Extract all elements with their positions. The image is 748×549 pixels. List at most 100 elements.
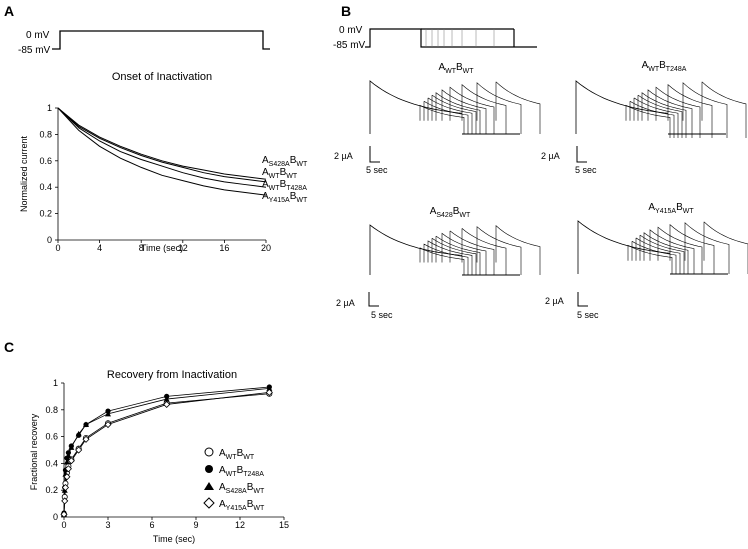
current-trace-test-pulse <box>435 92 481 134</box>
chart-a-xtick-label: 4 <box>97 243 102 253</box>
trace-title: AS428BWT <box>430 206 471 219</box>
trace-title: AWTBWT <box>438 62 474 75</box>
chart-c-point <box>82 435 90 443</box>
protocol-a-vrest: -85 mV <box>18 45 51 56</box>
current-trace-test-pulse <box>639 234 685 274</box>
current-trace-initial <box>369 224 463 275</box>
chart-c-xtick-label: 9 <box>193 520 198 530</box>
current-trace-test-pulse <box>633 97 679 138</box>
legend-marker-open-diamond <box>203 497 215 509</box>
scale-bar: 2 µA 5 sec <box>541 146 597 175</box>
protocol-a-trace <box>52 30 270 50</box>
current-trace-test-pulse <box>423 243 469 275</box>
chart-c-legend-item: AY415ABWT <box>219 499 265 512</box>
chart-a-legend: AS428ABWT AWTBWT AWTBT428A AY415ABWT <box>262 155 308 204</box>
protocol-b: 0 mV -85 mV <box>333 25 537 51</box>
chart-c-point <box>67 457 75 465</box>
chart-c-point <box>163 400 171 409</box>
current-trace-test-pulse <box>684 222 730 274</box>
scale-current: 2 µA <box>545 296 564 306</box>
chart-a-ytick-label: 0 <box>47 235 52 245</box>
current-trace-test-pulse <box>449 230 495 275</box>
current-trace-test-pulse <box>495 81 541 134</box>
chart-c-ytick-label: 1 <box>53 378 58 388</box>
current-trace-test-pulse <box>682 82 728 138</box>
chart-a-ytick-label: 0.4 <box>39 182 52 192</box>
chart-a-xtick-label: 12 <box>178 243 188 253</box>
current-trace-test-pulse <box>419 104 465 134</box>
current-trace-test-pulse <box>495 225 541 275</box>
scale-time: 5 sec <box>575 165 597 175</box>
chart-c-point <box>75 430 82 437</box>
chart-c-point <box>65 452 72 458</box>
chart-c-point <box>64 465 72 473</box>
current-trace-test-pulse <box>419 247 465 275</box>
protocol-a-vhold: 0 mV <box>26 30 50 41</box>
panel-a-letter: A <box>4 3 14 19</box>
chart-a-xtick-label: 0 <box>55 243 60 253</box>
chart-a-ytick-label: 0.6 <box>39 156 52 166</box>
chart-c-xlabel: Time (sec) <box>153 534 195 544</box>
current-trace-test-pulse <box>669 223 715 274</box>
chart-a-series-line <box>57 107 267 180</box>
chart-c-ylabel: Fractional recovery <box>29 413 39 490</box>
chart-c-point <box>61 497 69 505</box>
current-trace-test-pulse <box>625 104 671 138</box>
chart-c-point <box>83 421 89 428</box>
current-trace-test-pulse <box>427 240 473 275</box>
current-trace-test-pulse <box>667 83 713 138</box>
chart-a-xtick-label: 8 <box>139 243 144 253</box>
scale-time: 5 sec <box>577 310 599 320</box>
chart-c-ytick-label: 0 <box>53 512 58 522</box>
current-trace-test-pulse <box>635 237 681 274</box>
protocol-b-trace <box>365 28 537 48</box>
chart-c-legend-item: AS428ABWT <box>219 482 265 495</box>
current-trace-test-pulse <box>631 241 677 274</box>
chart-c-title: Recovery from Inactivation <box>107 369 237 381</box>
current-trace-test-pulse <box>431 238 477 275</box>
current-trace-test-pulse <box>435 235 481 275</box>
chart-c-point <box>68 444 75 450</box>
current-trace-test-pulse <box>627 244 673 274</box>
current-trace-test-pulse <box>461 83 507 134</box>
protocol-b-vrest: -85 mV <box>333 40 366 51</box>
current-trace-test-pulse <box>701 81 747 138</box>
chart-a-xtick-label: 16 <box>219 243 229 253</box>
chart-c-xtick-label: 6 <box>149 520 154 530</box>
scale-bar: 2 µA 5 sec <box>334 146 388 175</box>
current-trace-test-pulse <box>476 82 522 134</box>
chart-c-xtick-label: 12 <box>235 520 245 530</box>
chart-a-series-line <box>57 107 267 196</box>
chart-a-legend-item: AWTBT428A <box>262 179 307 192</box>
chart-c-point <box>63 473 71 481</box>
chart-c-xtick-label: 0 <box>61 520 66 530</box>
chart-a-ylabel: Normalized current <box>19 135 29 212</box>
chart-c-ytick-label: 0.2 <box>45 485 58 495</box>
chart-c-point <box>60 510 68 518</box>
chart-a-ytick-label: 0.8 <box>39 129 52 139</box>
chart-c-point <box>61 483 70 492</box>
chart-c-point <box>75 446 83 454</box>
current-trace-initial <box>369 80 463 134</box>
current-trace-test-pulse <box>423 101 469 134</box>
chart-c-ytick-label: 0.6 <box>45 432 58 442</box>
chart-a-title: Onset of Inactivation <box>112 71 212 83</box>
current-trace-families <box>369 80 748 276</box>
scale-time: 5 sec <box>366 165 388 175</box>
chart-c-legend-item: AWTBT248A <box>219 465 264 478</box>
current-trace-initial <box>575 80 669 134</box>
scale-bar: 2 µA 5 sec <box>336 292 393 320</box>
current-trace-test-pulse <box>461 228 507 275</box>
chart-a-legend-item: AS428ABWT <box>262 155 308 168</box>
chart-a-series-line <box>57 107 267 183</box>
current-trace-test-pulse <box>643 232 689 274</box>
current-trace-test-pulse <box>431 94 477 134</box>
current-trace-test-pulse <box>637 94 683 138</box>
legend-marker-open-circle <box>204 447 214 457</box>
chart-a-xtick-label: 20 <box>261 243 271 253</box>
current-trace-test-pulse <box>449 86 495 134</box>
chart-a-ytick-label: 1 <box>47 103 52 113</box>
legend-marker-filled-triangle <box>204 482 214 490</box>
current-trace-test-pulse <box>476 226 522 275</box>
